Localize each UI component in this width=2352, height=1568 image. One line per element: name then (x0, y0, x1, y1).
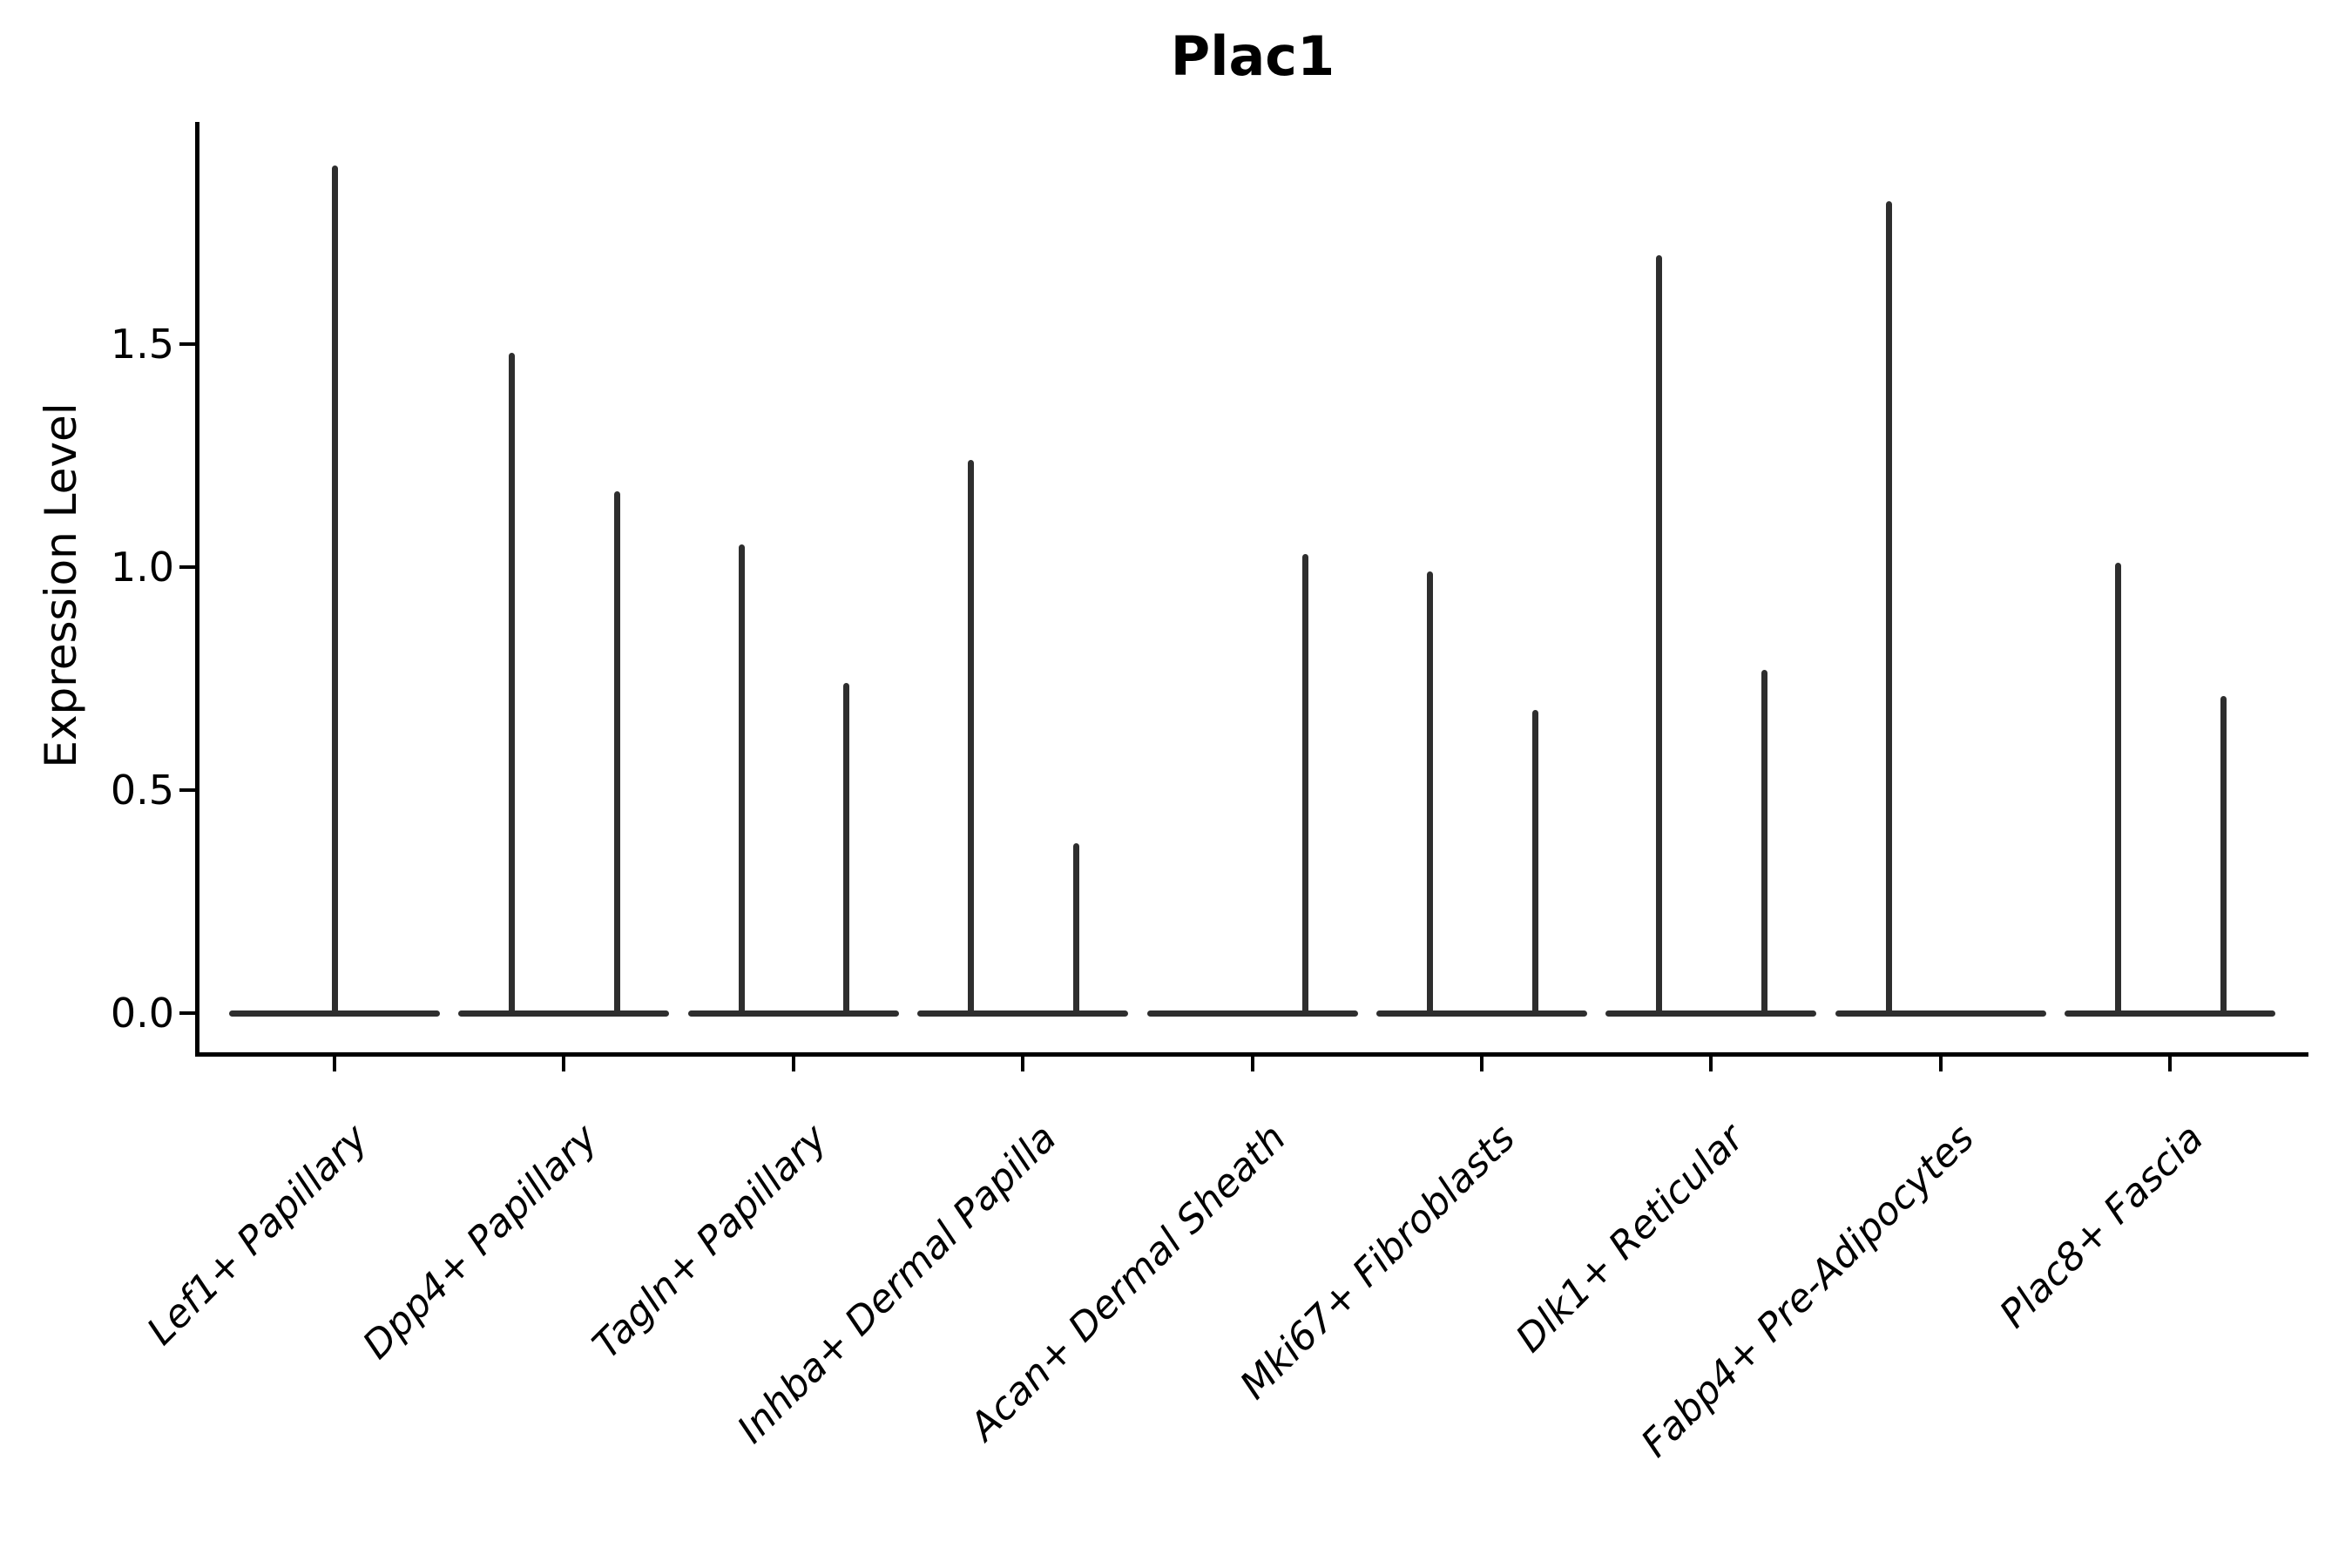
x-tick-mark (791, 1057, 795, 1071)
x-tick-mark (1480, 1057, 1484, 1071)
violin-spike (968, 460, 975, 1017)
violin-spike (1885, 201, 1892, 1017)
violin-spike (2220, 696, 2227, 1017)
y-tick-mark (179, 788, 195, 792)
violin-base (2065, 1010, 2276, 1017)
x-tick-label: Plac8+ Fascia (1990, 1116, 2213, 1337)
violin-spike (1656, 254, 1663, 1017)
x-tick-mark (562, 1057, 566, 1071)
y-axis-spine (195, 122, 199, 1057)
violin-spike (738, 544, 745, 1017)
y-tick-label: 1.5 (110, 321, 174, 368)
violin-spike (509, 353, 516, 1017)
x-tick-mark (1021, 1057, 1025, 1071)
x-tick-label: Dlk1+ Reticular (1508, 1116, 1754, 1362)
violin-base (1835, 1010, 2046, 1017)
violin-base (1376, 1010, 1587, 1017)
y-tick-mark (179, 565, 195, 569)
violin-spike (1761, 669, 1767, 1017)
x-tick-mark (333, 1057, 336, 1071)
x-tick-label: Lef1+ Papillary (139, 1116, 377, 1355)
violin-base (458, 1010, 670, 1017)
violin-spike (1072, 843, 1079, 1017)
violin-spike (1531, 709, 1538, 1017)
y-tick-label: 1.0 (110, 544, 174, 591)
violin-base (687, 1010, 899, 1017)
x-tick-mark (2168, 1057, 2173, 1071)
x-tick-mark (1938, 1057, 1943, 1071)
x-tick-mark (1709, 1057, 1713, 1071)
violin-spike (843, 683, 850, 1017)
chart-title: Plac1 (1170, 24, 1335, 88)
x-axis-spine (195, 1052, 2308, 1057)
y-tick-label: 0.5 (110, 767, 174, 814)
violin-spike (613, 490, 620, 1017)
violin-spike (2115, 562, 2122, 1017)
y-tick-mark (179, 342, 195, 346)
violin-base (1605, 1010, 1817, 1017)
x-tick-mark (1250, 1057, 1254, 1071)
x-tick-label: Dpp4+ Papillary (354, 1116, 606, 1369)
violin-spike (1302, 553, 1309, 1017)
x-tick-label: Tagln+ Papillary (584, 1116, 835, 1368)
y-tick-label: 0.0 (110, 990, 174, 1037)
violin-spike (331, 166, 338, 1017)
y-tick-mark (179, 1011, 195, 1015)
violin-base (917, 1010, 1129, 1017)
violin-spike (1427, 571, 1433, 1017)
violin-base (1146, 1010, 1358, 1017)
